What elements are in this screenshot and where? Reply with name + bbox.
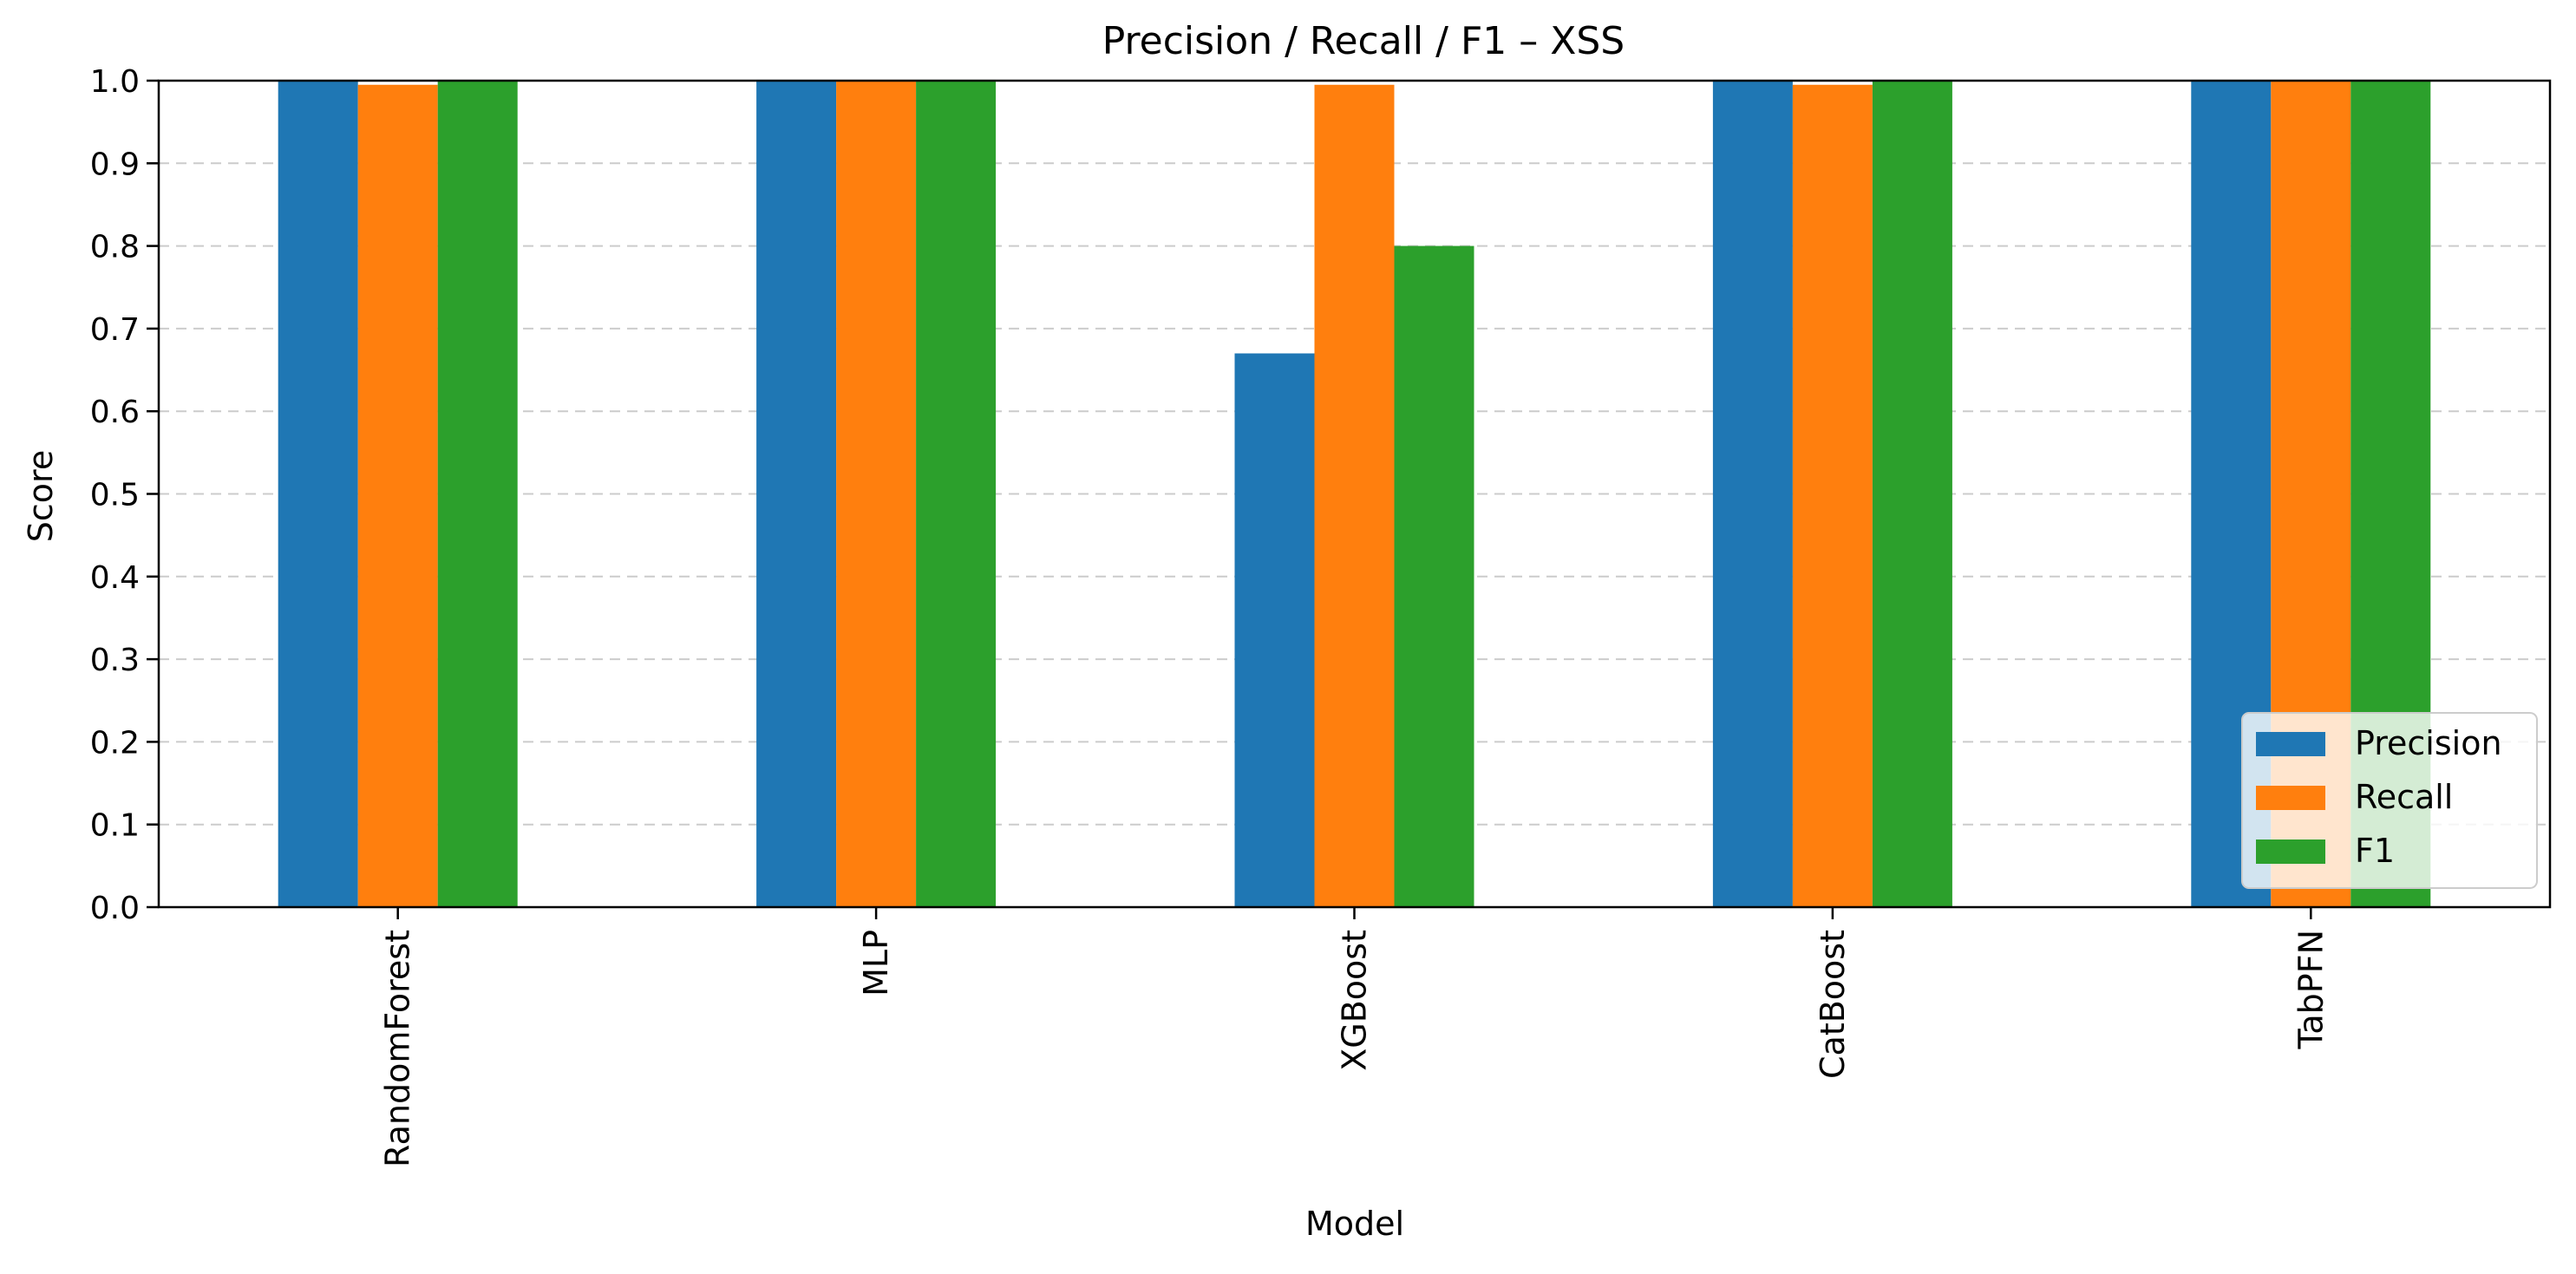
legend-swatch-f1 <box>2256 840 2325 864</box>
y-tick-label: 0.0 <box>90 891 140 926</box>
y-tick-label: 1.0 <box>90 64 140 100</box>
legend: Precision Recall F1 <box>2241 712 2538 889</box>
bar-precision-catboost <box>1712 81 1793 907</box>
y-tick-label: 0.9 <box>90 147 140 182</box>
x-tick-label: RandomForest <box>379 930 417 1167</box>
y-axis: 0.0 0.1 0.2 0.3 0.4 0.5 0.6 0.7 0.8 0.9 1.0 <box>90 64 159 926</box>
legend-swatch-precision <box>2256 732 2325 756</box>
x-tick-label: MLP <box>857 930 895 996</box>
x-tick-label: XGBoost <box>1336 930 1374 1071</box>
x-axis: RandomForest MLP XGBoost CatBoost TabPFN <box>379 907 2330 1167</box>
bar-recall-randomforest <box>357 84 438 907</box>
bar-recall-xgboost <box>1314 84 1395 907</box>
y-tick-label: 0.6 <box>90 395 140 430</box>
legend-label-recall: Recall <box>2355 778 2453 816</box>
y-axis-label: Score <box>22 450 60 542</box>
y-tick-label: 0.2 <box>90 725 140 761</box>
y-tick-label: 0.4 <box>90 560 140 596</box>
bar-f1-xgboost <box>1394 245 1474 908</box>
chart-title: Precision / Recall / F1 – XSS <box>1102 19 1625 63</box>
y-tick-label: 0.7 <box>90 312 140 348</box>
x-tick-label: CatBoost <box>1814 930 1852 1079</box>
y-tick-label: 0.5 <box>90 478 140 513</box>
bar-f1-mlp <box>916 81 997 907</box>
legend-label-f1: F1 <box>2355 832 2395 870</box>
y-tick-label: 0.1 <box>90 808 140 844</box>
y-tick-label: 0.8 <box>90 230 140 265</box>
legend-label-precision: Precision <box>2355 724 2502 762</box>
legend-swatch-recall <box>2256 786 2325 810</box>
bar-recall-mlp <box>836 81 917 907</box>
x-axis-label: Model <box>1305 1205 1404 1243</box>
bar-f1-catboost <box>1872 81 1952 907</box>
bar-f1-randomforest <box>437 81 518 907</box>
bar-recall-catboost <box>1792 84 1873 907</box>
bar-precision-mlp <box>756 81 837 907</box>
bar-precision-xgboost <box>1234 353 1315 907</box>
bar-precision-randomforest <box>278 81 358 907</box>
y-tick-label: 0.3 <box>90 643 140 678</box>
x-tick-label: TabPFN <box>2292 930 2330 1050</box>
